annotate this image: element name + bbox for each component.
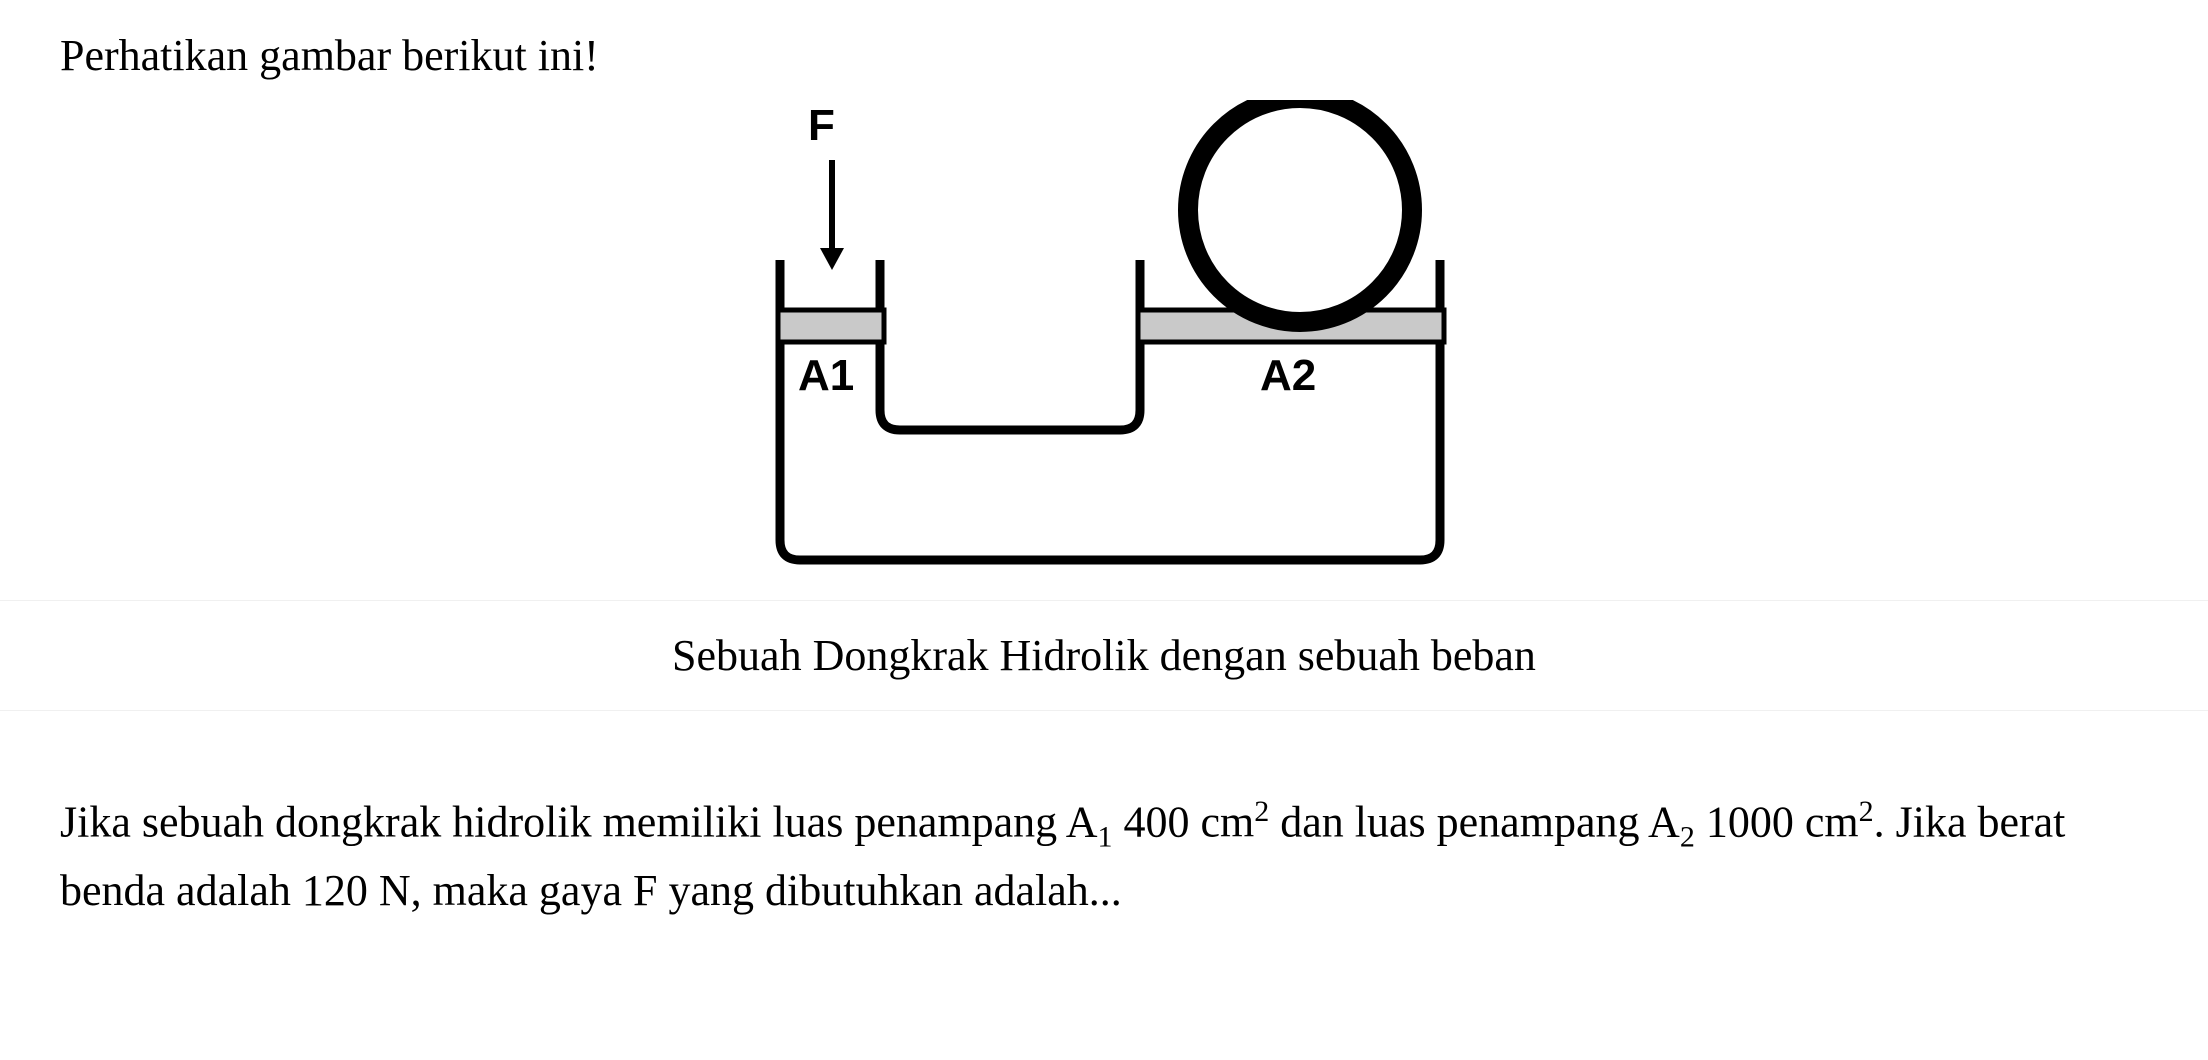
para-text: Jika sebuah dongkrak hidrolik memiliki l… bbox=[60, 798, 1097, 847]
hydraulic-jack-diagram: F A1 A2 bbox=[720, 100, 1540, 580]
piston-large-label: A2 bbox=[1260, 351, 1316, 400]
fluid-band-small bbox=[778, 310, 884, 342]
divider bbox=[0, 710, 2208, 711]
question-body: Jika sebuah dongkrak hidrolik memiliki l… bbox=[60, 790, 2148, 923]
load-sphere bbox=[1188, 100, 1412, 322]
force-label: F bbox=[808, 101, 835, 150]
piston-small-label: A1 bbox=[798, 351, 854, 400]
diagram-caption: Sebuah Dongkrak Hidrolik dengan sebuah b… bbox=[0, 630, 2208, 681]
para-text: 400 cm bbox=[1112, 798, 1254, 847]
subscript: 2 bbox=[1680, 820, 1695, 853]
force-arrow-head bbox=[820, 248, 844, 270]
divider bbox=[0, 600, 2208, 601]
superscript: 2 bbox=[1254, 795, 1269, 828]
diagram-svg: F A1 A2 bbox=[720, 100, 1540, 580]
subscript: 1 bbox=[1097, 820, 1112, 853]
para-text: 1000 cm bbox=[1695, 798, 1859, 847]
small-piston-right-wall bbox=[880, 260, 1140, 430]
para-text: dan luas penampang A bbox=[1269, 798, 1680, 847]
question-intro: Perhatikan gambar berikut ini! bbox=[60, 30, 599, 81]
superscript: 2 bbox=[1859, 795, 1874, 828]
